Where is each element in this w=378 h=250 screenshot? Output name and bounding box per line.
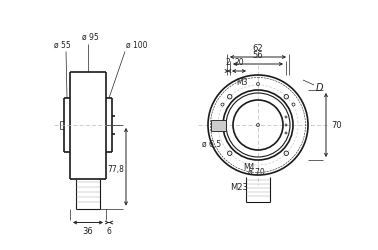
Text: 77,8: 77,8: [107, 165, 124, 174]
Text: ø 70: ø 70: [248, 168, 265, 177]
Text: 62: 62: [253, 44, 263, 53]
Text: 56: 56: [253, 51, 263, 60]
Text: 6: 6: [107, 226, 112, 235]
Text: 2: 2: [226, 58, 230, 67]
Bar: [211, 120, 226, 130]
Text: 36: 36: [83, 226, 93, 235]
Text: ø 55: ø 55: [54, 40, 71, 50]
Text: M3: M3: [236, 78, 248, 87]
Text: ø 6,5: ø 6,5: [202, 140, 221, 149]
Text: M4: M4: [243, 163, 254, 172]
Text: ø 100: ø 100: [126, 40, 147, 50]
Text: D: D: [316, 83, 324, 93]
Text: M23: M23: [230, 184, 248, 192]
Text: 20: 20: [234, 58, 244, 67]
Text: ø 95: ø 95: [82, 32, 98, 42]
Text: 70: 70: [331, 120, 342, 130]
